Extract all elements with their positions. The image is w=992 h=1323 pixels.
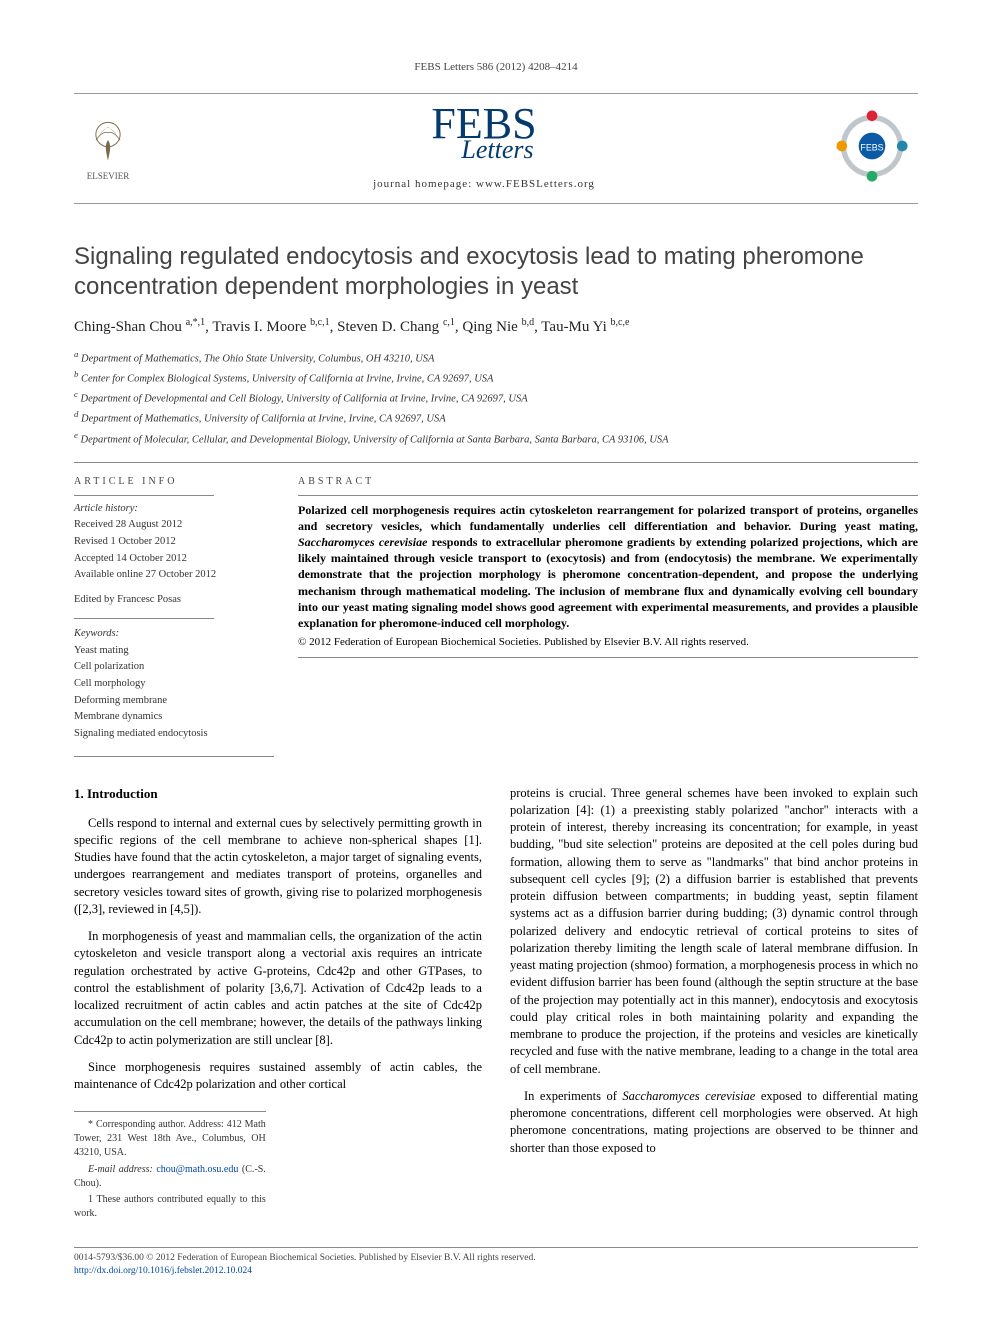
keyword-item: Cell morphology xyxy=(74,677,274,692)
intro-para-3a: Since morphogenesis requires sustained a… xyxy=(74,1059,482,1094)
email-label: E-mail address: xyxy=(88,1164,153,1175)
affiliations: a Department of Mathematics, The Ohio St… xyxy=(74,348,918,448)
keyword-item: Yeast mating xyxy=(74,644,274,659)
email-address[interactable]: chou@math.osu.edu xyxy=(156,1164,238,1175)
equal-contribution: 1 These authors contributed equally to t… xyxy=(74,1193,266,1221)
history-revised: Revised 1 October 2012 xyxy=(74,535,274,550)
keyword-item: Cell polarization xyxy=(74,660,274,675)
section-heading-intro: 1. Introduction xyxy=(74,785,482,803)
page-footer: 0014-5793/$36.00 © 2012 Federation of Eu… xyxy=(74,1247,918,1279)
affiliation-line: a Department of Mathematics, The Ohio St… xyxy=(74,348,918,367)
history-online: Available online 27 October 2012 xyxy=(74,568,274,583)
affiliation-line: b Center for Complex Biological Systems,… xyxy=(74,368,918,387)
abstract-heading: ABSTRACT xyxy=(298,475,918,489)
keyword-item: Deforming membrane xyxy=(74,694,274,709)
journal-home-label: journal homepage: xyxy=(373,178,476,190)
edited-by: Edited by Francesc Posas xyxy=(74,593,274,608)
elsevier-label: ELSEVIER xyxy=(87,170,130,183)
elsevier-logo: ELSEVIER xyxy=(80,114,136,183)
intro-para-3b: proteins is crucial. Three general schem… xyxy=(510,785,918,1078)
email-line: E-mail address: chou@math.osu.edu (C.-S.… xyxy=(74,1163,266,1191)
journal-header: ELSEVIER FEBS Letters journal homepage: … xyxy=(74,93,918,203)
history-head: Article history: xyxy=(74,502,274,517)
body-text: 1. Introduction Cells respond to interna… xyxy=(74,785,918,1221)
intro-para-2: In morphogenesis of yeast and mammalian … xyxy=(74,928,482,1049)
affiliation-line: d Department of Mathematics, University … xyxy=(74,408,918,427)
abstract-column: ABSTRACT Polarized cell morphogenesis re… xyxy=(298,475,918,744)
footer-doi-link[interactable]: http://dx.doi.org/10.1016/j.febslet.2012… xyxy=(74,1266,252,1276)
footer-issn: 0014-5793/$36.00 © 2012 Federation of Eu… xyxy=(74,1252,918,1265)
elsevier-tree-icon xyxy=(80,114,136,170)
article-info-heading: ARTICLE INFO xyxy=(74,475,274,489)
abstract-copyright: © 2012 Federation of European Biochemica… xyxy=(298,635,918,650)
keywords-head: Keywords: xyxy=(74,627,274,642)
article-title: Signaling regulated endocytosis and exoc… xyxy=(74,242,918,302)
febs-badge-icon: FEBS xyxy=(832,106,912,186)
journal-logo-sub: Letters xyxy=(461,138,566,161)
keyword-item: Membrane dynamics xyxy=(74,710,274,725)
affiliation-line: e Department of Molecular, Cellular, and… xyxy=(74,429,918,448)
article-info-column: ARTICLE INFO Article history: Received 2… xyxy=(74,475,274,744)
author-list: Ching-Shan Chou a,*,1, Travis I. Moore b… xyxy=(74,316,918,338)
corresponding-author: * Corresponding author. Address: 412 Mat… xyxy=(74,1118,266,1159)
footnotes: * Corresponding author. Address: 412 Mat… xyxy=(74,1111,266,1221)
svg-text:FEBS: FEBS xyxy=(860,142,883,152)
society-badge: FEBS xyxy=(832,106,912,191)
intro-para-4: In experiments of Saccharomyces cerevisi… xyxy=(510,1088,918,1157)
keyword-item: Signaling mediated endocytosis xyxy=(74,727,274,742)
journal-logo: FEBS Letters journal homepage: www.FEBSL… xyxy=(136,104,832,192)
running-head: FEBS Letters 586 (2012) 4208–4214 xyxy=(74,60,918,75)
affiliation-line: c Department of Developmental and Cell B… xyxy=(74,388,918,407)
journal-home-url[interactable]: www.FEBSLetters.org xyxy=(476,178,595,190)
intro-para-1: Cells respond to internal and external c… xyxy=(74,815,482,919)
abstract-text: Polarized cell morphogenesis requires ac… xyxy=(298,502,918,632)
history-accepted: Accepted 14 October 2012 xyxy=(74,552,274,567)
history-received: Received 28 August 2012 xyxy=(74,518,274,533)
